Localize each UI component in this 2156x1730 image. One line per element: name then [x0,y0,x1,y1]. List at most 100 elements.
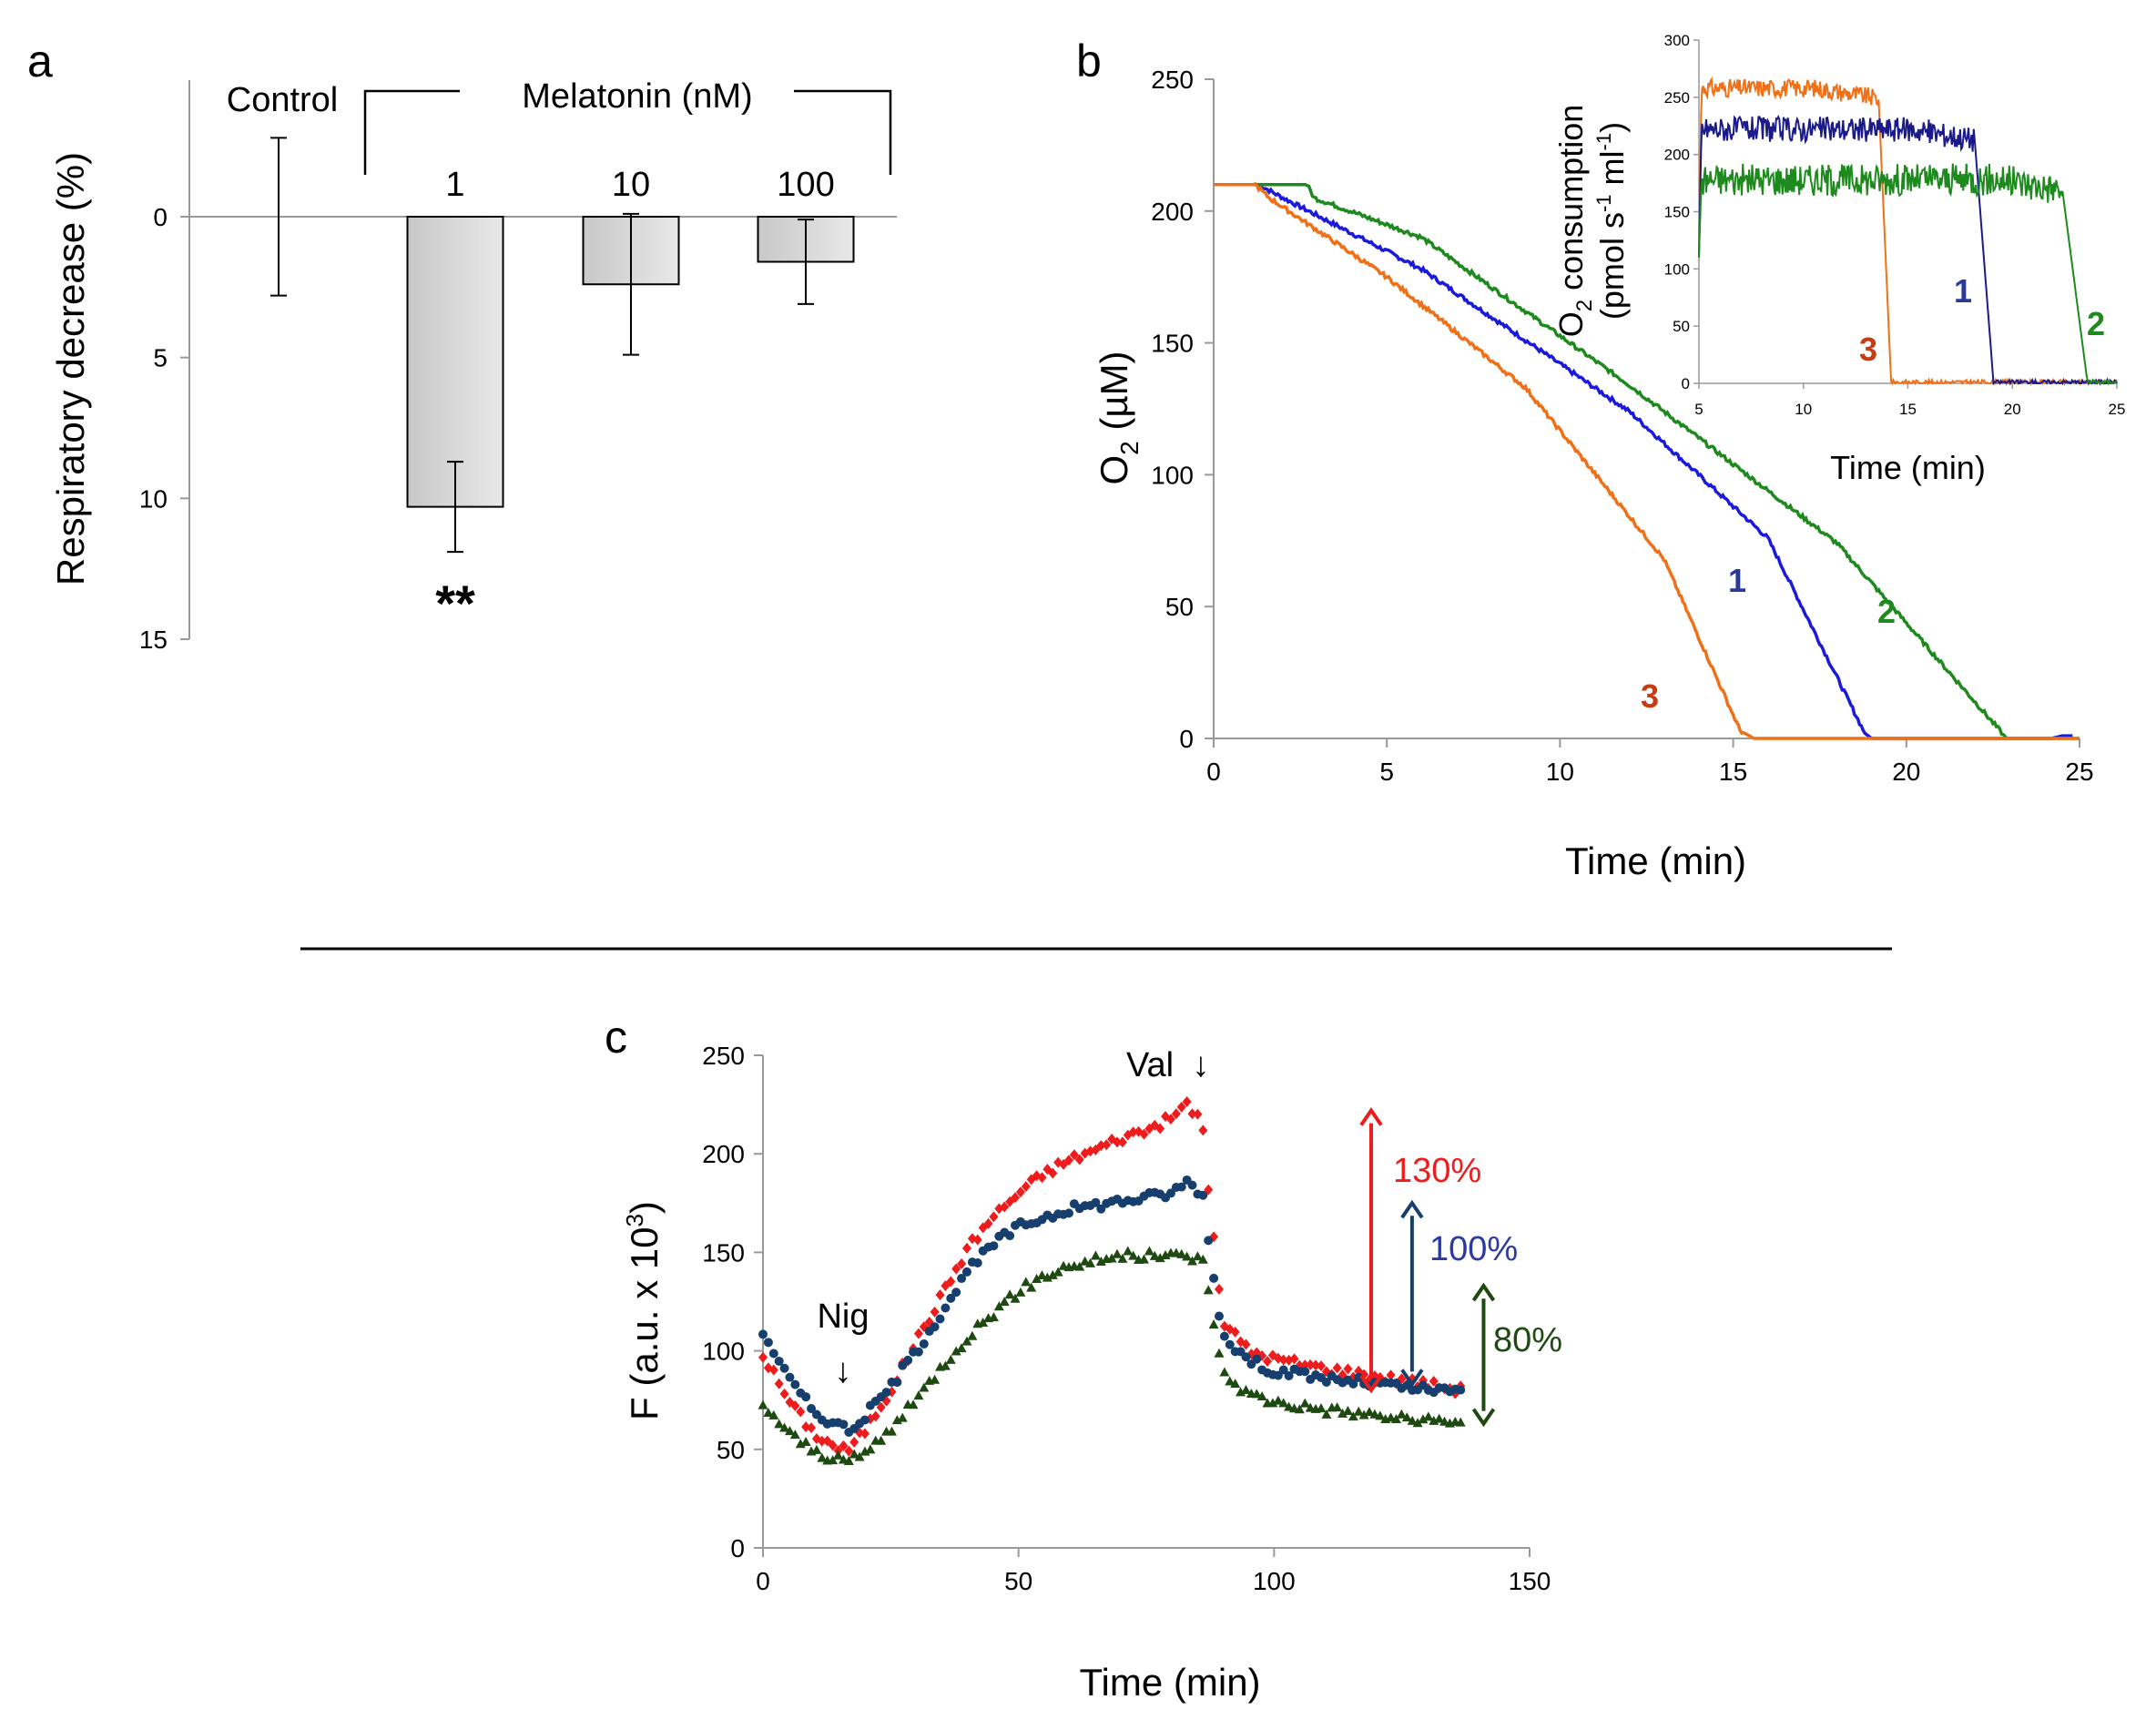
inset-x-tick-label: 15 [1899,401,1917,418]
series-line-2 [1214,183,2080,740]
marker-blue [1284,1370,1294,1380]
marker-green [1080,1256,1091,1266]
marker-green [945,1354,956,1364]
marker-red [1176,1101,1186,1113]
marker-green [1149,1250,1160,1260]
marker-green [1316,1403,1327,1413]
marker-red [930,1306,940,1318]
marker-green [1294,1404,1305,1414]
marker-blue [1165,1188,1175,1198]
inset-y-tick-label: 300 [1664,32,1690,49]
marker-red [1198,1124,1208,1136]
marker-green [784,1426,795,1436]
marker-blue [1241,1352,1251,1362]
panel-letter-b: b [1076,36,1102,86]
change-label: 130% [1393,1152,1481,1190]
marker-green [1273,1395,1284,1405]
marker-blue [859,1415,870,1425]
marker-green [828,1455,839,1465]
marker-blue [1321,1377,1331,1387]
marker-green [913,1390,924,1400]
marker-red [1343,1363,1353,1375]
marker-green [1192,1251,1203,1261]
marker-green [763,1407,774,1417]
marker-green [1042,1272,1053,1282]
marker-green [1074,1261,1085,1271]
marker-red [1139,1128,1149,1140]
marker-blue [957,1274,967,1284]
marker-green [843,1456,854,1466]
marker-green [1284,1401,1295,1411]
marker-red [1117,1136,1127,1148]
panel-b-y-tick-label: 0 [1179,725,1194,753]
panel-b-y-tick-label: 200 [1151,198,1194,226]
panel-b-y-tick-label: 100 [1151,461,1194,489]
marker-green [956,1343,967,1353]
panel-a-y-tick-label: 5 [153,344,168,372]
nig-label: Nig [817,1298,869,1336]
marker-red [822,1435,832,1447]
inset-y-label-line1: O2 consumption [1552,105,1597,338]
marker-blue [1252,1354,1262,1364]
marker-blue [839,1420,849,1430]
marker-red [1193,1108,1203,1120]
marker-green [1090,1250,1101,1260]
marker-red [1074,1154,1084,1165]
marker-red [876,1401,886,1413]
inset-y-tick-label: 200 [1664,147,1690,164]
marker-blue [919,1338,929,1348]
marker-green [1117,1253,1128,1263]
marker-blue [1204,1236,1214,1246]
panel-b-x-tick-label: 25 [2065,758,2093,786]
marker-red [774,1378,784,1389]
marker-red [1187,1108,1197,1120]
marker-red [1316,1360,1326,1372]
change-label: 100% [1429,1230,1518,1268]
panel-a-y-tick-label: 0 [153,203,168,231]
inset-x-tick-label: 5 [1694,401,1703,418]
panel-b-x-tick-label: 20 [1892,758,1920,786]
marker-green [1332,1402,1343,1412]
inset-series-line-1 [1698,114,2118,386]
marker-red [1289,1353,1299,1365]
inset-y-tick-label: 50 [1673,318,1690,335]
marker-red [758,1351,768,1363]
marker-blue [1005,1231,1015,1241]
marker-green [1423,1411,1434,1421]
marker-green [1112,1248,1123,1258]
marker-green [849,1449,859,1459]
marker-blue [801,1392,811,1402]
marker-green [1208,1319,1219,1329]
marker-blue [758,1329,768,1339]
series-label-2: 2 [1877,593,1896,630]
marker-blue [785,1372,795,1382]
marker-green [1375,1410,1386,1420]
marker-red [935,1289,945,1301]
marker-green [758,1399,768,1409]
marker-green [1010,1293,1021,1303]
panel-c-y-tick-label: 0 [730,1534,745,1562]
marker-blue [1225,1339,1235,1349]
panel-c-y-tick-label: 50 [717,1436,745,1464]
panel-c-x-tick-label: 50 [1004,1567,1032,1595]
marker-green [1225,1376,1236,1386]
panel-c-y-tick-label: 250 [702,1042,745,1070]
marker-blue [807,1403,817,1413]
marker-green [811,1444,822,1454]
marker-green [1342,1405,1353,1415]
marker-blue [1348,1379,1358,1389]
marker-green [940,1360,951,1370]
marker-green [1396,1409,1407,1419]
marker-red [946,1276,956,1287]
melatonin-bracket-left [363,89,460,175]
marker-green [1106,1253,1117,1263]
marker-green [1358,1409,1369,1420]
inset-y-label-line2: (pmol s-1 ml-1) [1592,122,1631,320]
series-label-3: 3 [1641,677,1659,715]
marker-red [1000,1201,1010,1213]
marker-blue [1209,1273,1219,1283]
marker-green [1278,1398,1289,1408]
inset-x-tick-label: 10 [1795,401,1812,418]
marker-green [1053,1267,1063,1277]
panel-a-bar-chart: 0 5 10 15 Respiratory decrease (%) 1 10 100 Cont… [49,77,897,654]
